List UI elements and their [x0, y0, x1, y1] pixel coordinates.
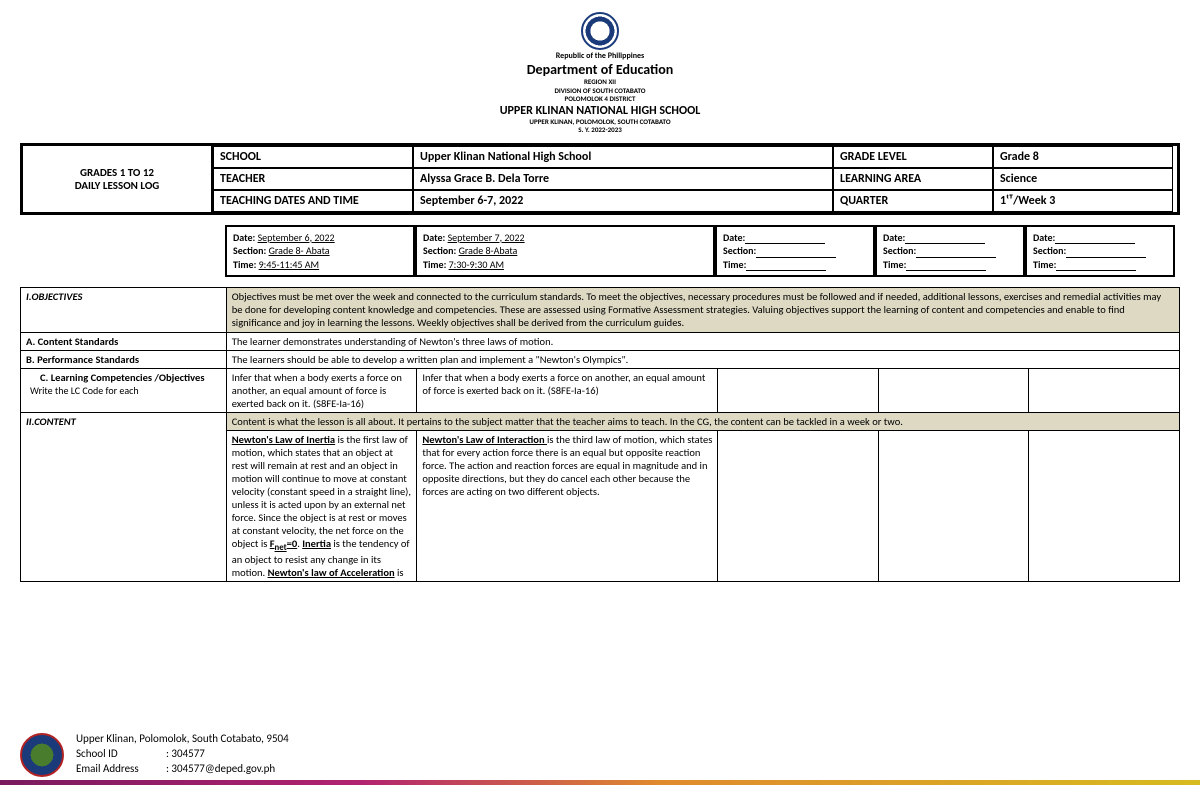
email-label: Email Address [76, 762, 166, 777]
deped-logo [581, 12, 619, 50]
dates-label: TEACHING DATES AND TIME [213, 190, 413, 212]
hdr-district: POLOMOLOK 4 DISTRICT [20, 95, 1180, 103]
date-box-1: Date: September 6, 2022 Section: Grade 8… [225, 225, 415, 278]
lc-col4 [878, 368, 1029, 412]
dates-value: September 6-7, 2022 [413, 190, 833, 212]
performance-standards-value: The learners should be able to develop a… [226, 350, 1179, 368]
document-header: Republic of the Philippines Department o… [20, 12, 1180, 135]
info-grid: GRADES 1 TO 12 DAILY LESSON LOG SCHOOL U… [20, 143, 1180, 215]
school-id-label: School ID [76, 747, 166, 762]
content-desc: Content is what the lesson is all about.… [226, 412, 1179, 430]
date-box-5: Date: Section: Time: [1025, 225, 1175, 278]
hdr-sy: S. Y. 2022-2023 [20, 126, 1180, 134]
hdr-school: UPPER KLINAN NATIONAL HIGH SCHOOL [20, 104, 1180, 118]
grade-label: GRADE LEVEL [833, 146, 993, 168]
area-label: LEARNING AREA [833, 168, 993, 190]
school-label: SCHOOL [213, 146, 413, 168]
content-standards-label: A. Content Standards [21, 332, 227, 350]
side-l2: DAILY LESSON LOG [75, 179, 160, 192]
footer-text: Upper Klinan, Polomolok, South Cotabato,… [76, 732, 289, 777]
footer: Upper Klinan, Polomolok, South Cotabato,… [20, 732, 289, 777]
quarter-label: QUARTER [833, 190, 993, 212]
content-col1: Newton's Law of Inertia is the first law… [226, 430, 417, 581]
bottom-gradient-bar [0, 780, 1200, 785]
email-value: : 304577@deped.gov.ph [166, 762, 275, 775]
area-value: Science [993, 168, 1173, 190]
date-box-3: Date: Section: Time: [715, 225, 875, 278]
lc-col5 [1029, 368, 1180, 412]
hdr-dept: Department of Education [20, 62, 1180, 79]
teacher-value: Alyssa Grace B. Dela Torre [413, 168, 833, 190]
performance-standards-label: B. Performance Standards [21, 350, 227, 368]
school-value: Upper Klinan National High School [413, 146, 833, 168]
objectives-heading: I.OBJECTIVES [21, 288, 227, 332]
date-strip: Date: September 6, 2022 Section: Grade 8… [20, 225, 1180, 278]
main-table: I.OBJECTIVES Objectives must be met over… [20, 287, 1180, 582]
date-box-2: Date: September 7, 2022 Section: Grade 8… [415, 225, 715, 278]
side-l1: GRADES 1 TO 12 [80, 166, 154, 179]
content-col4 [878, 430, 1029, 581]
content-col3 [718, 430, 879, 581]
lc-col2: Infer that when a body exerts a force on… [417, 368, 718, 412]
school-logo [20, 733, 64, 777]
lc-col1: Infer that when a body exerts a force on… [226, 368, 417, 412]
date-box-4: Date: Section: Time: [875, 225, 1025, 278]
content-heading: II.CONTENT [21, 412, 227, 581]
quarter-value: 1ᵗᵀ/Week 3 [993, 190, 1173, 212]
content-standards-value: The learner demonstrates understanding o… [226, 332, 1179, 350]
content-col5 [1029, 430, 1180, 581]
side-label: GRADES 1 TO 12 DAILY LESSON LOG [23, 146, 213, 212]
footer-address: Upper Klinan, Polomolok, South Cotabato,… [76, 732, 289, 747]
content-col2: Newton's Law of Interaction is the third… [417, 430, 718, 581]
objectives-desc: Objectives must be met over the week and… [226, 288, 1179, 332]
lc-col3 [718, 368, 879, 412]
school-id-value: : 304577 [166, 747, 205, 760]
learning-comp-label: C. Learning Competencies /Objectives Wri… [21, 368, 227, 412]
grade-value: Grade 8 [993, 146, 1173, 168]
teacher-label: TEACHER [213, 168, 413, 190]
